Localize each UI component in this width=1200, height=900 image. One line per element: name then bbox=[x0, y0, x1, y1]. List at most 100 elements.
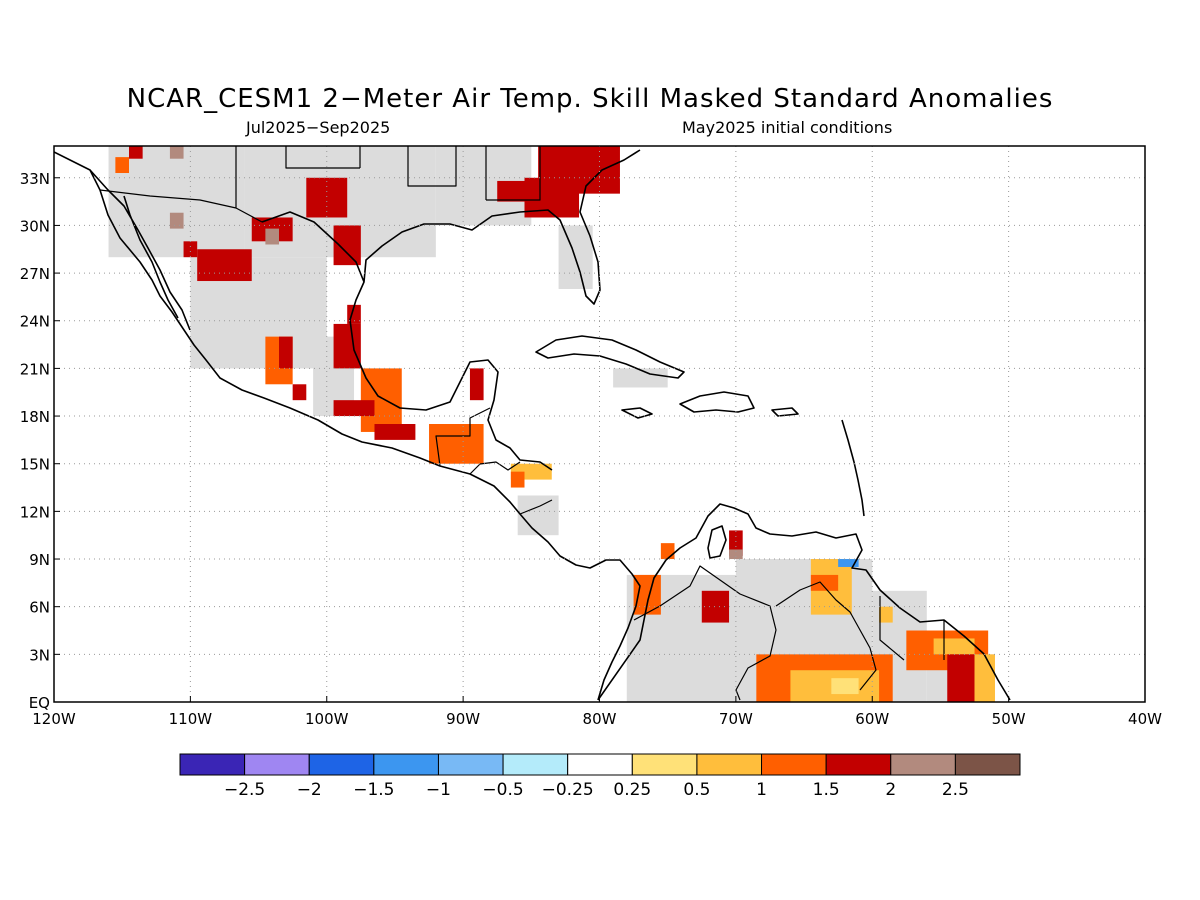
anomaly-honduras-o bbox=[510, 471, 525, 488]
map-title: NCAR_CESM1 2−Meter Air Temp. Skill Maske… bbox=[126, 84, 1054, 114]
anomaly-amazon-yy bbox=[831, 678, 859, 695]
lat-tick-label: 30N bbox=[20, 217, 50, 235]
coastline-layer bbox=[54, 146, 1011, 701]
colorbar-label: 1 bbox=[756, 780, 767, 800]
anomaly-yucatan bbox=[469, 368, 484, 401]
lon-tick-label: 90W bbox=[446, 710, 480, 728]
valid-period: Jul2025−Sep2025 bbox=[246, 118, 391, 137]
anomaly-guatemala bbox=[429, 424, 484, 464]
anomaly-amapa-y bbox=[974, 654, 995, 702]
lon-tick-label: 70W bbox=[719, 710, 753, 728]
colorbar-box bbox=[890, 753, 956, 776]
anomaly-brown-1 bbox=[169, 146, 184, 159]
lon-tick-label: 40W bbox=[1128, 710, 1162, 728]
lon-tick-label: 120W bbox=[32, 710, 76, 728]
anomaly-oaxaca-red bbox=[374, 424, 416, 440]
lon-tick-label: 50W bbox=[992, 710, 1026, 728]
anomaly-brown-3 bbox=[265, 228, 280, 245]
colorbar-box bbox=[373, 753, 439, 776]
lat-tick-label: 12N bbox=[20, 503, 50, 521]
colorbar-box bbox=[567, 753, 633, 776]
colorbar-box bbox=[308, 753, 375, 776]
anomaly-jalisco bbox=[292, 384, 307, 401]
colorbar-label: −0.25 bbox=[542, 780, 594, 800]
coastline-puerto-rico bbox=[771, 407, 799, 417]
anomaly-layer bbox=[115, 146, 995, 702]
coastline-south-america bbox=[597, 503, 1011, 701]
anomaly-venezuela-e2 bbox=[810, 574, 839, 591]
colorbar-box bbox=[825, 753, 892, 776]
anomaly-al-fl bbox=[497, 180, 539, 202]
lat-tick-label: 24N bbox=[20, 313, 50, 331]
colorbar-box bbox=[954, 753, 1021, 776]
anomaly-baja-orange bbox=[115, 157, 130, 174]
mask-nicaragua bbox=[517, 495, 559, 536]
colorbar-label: −1.5 bbox=[353, 780, 394, 800]
coastline-north-america bbox=[54, 151, 641, 701]
longitude-labels: 120W 110W 100W 90W 80W 70W 60W 50W 40W bbox=[32, 696, 1162, 728]
colorbar-box bbox=[696, 753, 763, 776]
coastline-lesser-antilles bbox=[841, 419, 865, 517]
colorbar-box bbox=[437, 753, 504, 776]
colorbar-box bbox=[502, 753, 569, 776]
lat-tick-label: 21N bbox=[20, 360, 50, 378]
anomaly-brown-2 bbox=[169, 212, 184, 229]
anomaly-zacatecas bbox=[333, 323, 361, 369]
anomaly-texas-south bbox=[333, 225, 361, 266]
lat-tick-label: 18N bbox=[20, 408, 50, 426]
colorbar-label: 0.25 bbox=[613, 780, 651, 800]
colorbar-label: 2.5 bbox=[942, 780, 969, 800]
lat-tick-label: 33N bbox=[20, 170, 50, 188]
coastline-jamaica bbox=[621, 407, 653, 419]
colorbar-label: 1.5 bbox=[813, 780, 840, 800]
border-south-america bbox=[633, 565, 945, 701]
lon-tick-label: 60W bbox=[855, 710, 889, 728]
lat-tick-label: 9N bbox=[29, 551, 50, 569]
colorbar-label: −2.5 bbox=[224, 780, 265, 800]
colorbar-box bbox=[244, 753, 310, 776]
anomaly-sonora-a bbox=[197, 249, 252, 282]
colorbar-label: −0.5 bbox=[482, 780, 523, 800]
skill-mask-layer bbox=[108, 146, 995, 702]
anomaly-baja-top bbox=[129, 146, 143, 159]
anomaly-guiana-red bbox=[947, 654, 975, 702]
initial-conditions: May2025 initial conditions bbox=[682, 118, 893, 137]
colorbar-label: −1 bbox=[426, 780, 451, 800]
plot-area bbox=[54, 146, 1145, 702]
colorbar-box bbox=[179, 753, 246, 776]
border-us-mexico bbox=[99, 146, 541, 223]
anomaly-texas-north bbox=[306, 177, 348, 218]
coastline-hispaniola bbox=[679, 391, 755, 413]
colorbar-box bbox=[631, 753, 698, 776]
lat-tick-label: 6N bbox=[29, 599, 50, 617]
lon-tick-label: 110W bbox=[169, 710, 213, 728]
latitude-labels: 33N 30N 27N 24N 21N 18N 15N 12N 9N 6N 3N EQ bbox=[20, 170, 60, 712]
anomaly-trinidad-blue bbox=[838, 559, 859, 567]
colorbar: −2.5 −2 −1.5 −1 −0.5 −0.25 0.25 0.5 1 1.5 2 2.5 bbox=[179, 753, 1021, 800]
anomaly-guyana-y bbox=[879, 606, 893, 623]
anomaly-sonora-b bbox=[183, 241, 198, 258]
lat-tick-label: 27N bbox=[20, 265, 50, 283]
mask-cuba-east bbox=[613, 368, 668, 388]
anomaly-central-mx-red bbox=[333, 400, 375, 417]
border-central-america bbox=[435, 407, 553, 515]
lat-tick-label: EQ bbox=[29, 694, 50, 712]
colorbar-label: −2 bbox=[297, 780, 322, 800]
coastline-maracaibo bbox=[707, 525, 727, 559]
coastline-cuba bbox=[535, 335, 685, 379]
graticule bbox=[54, 146, 1145, 702]
colorbar-label: 0.5 bbox=[683, 780, 710, 800]
colorbar-label: 2 bbox=[885, 780, 896, 800]
lat-tick-label: 3N bbox=[29, 646, 50, 664]
anomaly-maracaibo-b bbox=[729, 549, 743, 560]
lat-tick-label: 15N bbox=[20, 456, 50, 474]
colorbar-box bbox=[761, 753, 827, 776]
lon-tick-label: 80W bbox=[583, 710, 617, 728]
anomaly-sinaloa-red bbox=[279, 336, 293, 369]
anomaly-colombia-n bbox=[660, 543, 675, 560]
coastline-baja bbox=[89, 169, 191, 331]
coastline-gulf bbox=[261, 149, 641, 471]
lon-tick-label: 100W bbox=[305, 710, 349, 728]
mask-us-west bbox=[108, 146, 245, 258]
